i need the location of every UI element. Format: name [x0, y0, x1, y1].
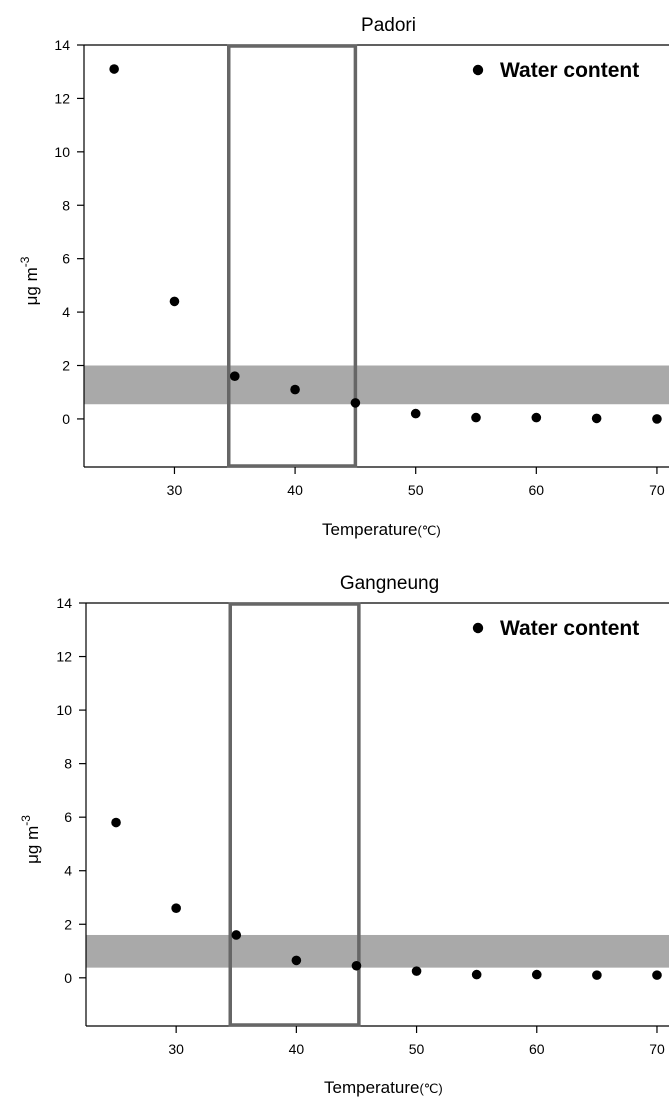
data-point	[351, 960, 362, 971]
y-tick-label: 4	[62, 304, 70, 320]
y-axis-label: μg m-3	[18, 256, 41, 305]
y-axis-label-text: μg m	[22, 267, 41, 305]
x-tick-label: 60	[529, 482, 545, 498]
y-tick-label: 0	[62, 411, 70, 427]
x-axis-label-text: Temperature	[324, 1078, 419, 1097]
data-point	[531, 969, 542, 980]
y-tick-label: 2	[62, 358, 70, 374]
y-tick-label: 8	[64, 756, 72, 772]
legend-label: Water content	[500, 617, 639, 640]
data-point	[169, 296, 180, 307]
y-axis-label-exponent: -3	[18, 256, 32, 267]
y-axis-label: μg m-3	[19, 815, 42, 864]
legend-label: Water content	[500, 59, 639, 82]
chart-panel-2: 0 2 4 6 8 10 12 14 30 40 50 60 70 Gangneung Temperatur…	[19, 573, 669, 1097]
y-tick-label: 10	[56, 702, 72, 718]
data-point	[171, 903, 181, 914]
data-point	[652, 414, 662, 424]
highlight-box	[226, 44, 358, 468]
data-point	[592, 970, 602, 980]
x-tick-label: 30	[167, 482, 183, 498]
shaded-band	[84, 365, 669, 405]
y-tick-label: 0	[64, 970, 72, 986]
data-point	[229, 371, 240, 381]
y-tick-label: 14	[54, 37, 70, 53]
legend-marker	[472, 64, 484, 76]
x-tick-label: 50	[409, 1041, 425, 1057]
data-point	[652, 970, 662, 980]
x-tick-label: 40	[287, 482, 303, 498]
x-axis-label-unit: (℃)	[417, 523, 440, 538]
data-point	[411, 966, 422, 976]
data-point	[231, 930, 242, 940]
data-point	[410, 408, 421, 419]
data-point	[290, 384, 300, 395]
data-point	[531, 412, 542, 423]
y-axis-label-text: μg m	[23, 826, 42, 864]
y-tick-label: 12	[56, 649, 72, 665]
x-tick-label: 30	[168, 1041, 184, 1057]
chart-panel-1: 0 2 4 6 8 10 12 14 30 40 50 60 70 Padori Temperature(℃…	[18, 15, 669, 539]
chart-title: Gangneung	[340, 573, 439, 594]
x-axis-label-text: Temperature	[322, 520, 417, 539]
x-axis-label: Temperature(℃)	[322, 520, 441, 539]
x-tick-label: 70	[649, 1041, 665, 1057]
y-tick-label: 10	[54, 144, 70, 160]
legend-marker	[472, 622, 484, 634]
y-tick-label: 8	[62, 197, 70, 213]
y-tick-label: 2	[64, 916, 72, 932]
data-point	[291, 955, 302, 966]
data-point	[350, 398, 361, 408]
y-tick-label: 6	[62, 251, 70, 267]
x-tick-label: 60	[529, 1041, 545, 1057]
highlight-box	[228, 602, 361, 1027]
x-tick-label: 50	[408, 482, 424, 498]
data-point	[591, 413, 602, 424]
data-point	[111, 817, 121, 828]
y-tick-label: 12	[54, 90, 70, 106]
chart-title: Padori	[361, 15, 416, 36]
x-tick-label: 40	[289, 1041, 305, 1057]
shaded-band	[86, 934, 669, 968]
y-tick-label: 4	[64, 863, 72, 879]
x-axis-label-unit: (℃)	[419, 1081, 442, 1096]
x-axis-label: Temperature(℃)	[324, 1078, 443, 1097]
x-tick-label: 70	[649, 482, 665, 498]
y-tick-label: 6	[64, 809, 72, 825]
y-axis-label-exponent: -3	[19, 815, 33, 826]
y-tick-label: 14	[56, 595, 72, 611]
data-point	[471, 412, 481, 423]
data-point	[471, 969, 482, 980]
data-point	[109, 64, 119, 74]
